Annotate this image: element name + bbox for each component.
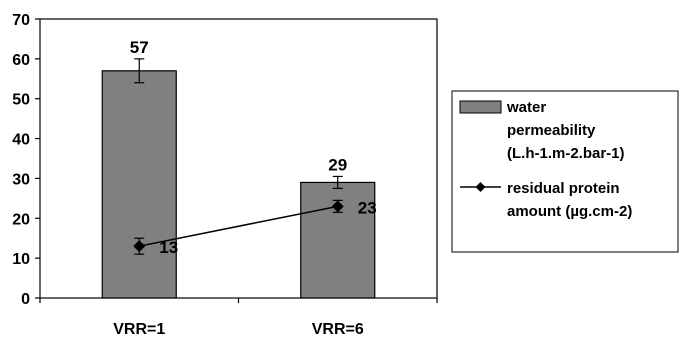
y-tick-label: 0 [21,291,30,308]
line-data-label: 13 [159,238,178,257]
axes: 0 10 20 30 40 50 60 70 VRR=1 VRR=6 [12,12,438,337]
legend-swatch-water-permeability [459,100,502,114]
bar-data-label: 57 [130,38,149,57]
labels: 57 29 13 23 [130,38,377,257]
legend-label-water-line3: (L.h-1.m-2.bar-1) [507,145,625,162]
y-tick-label: 50 [12,92,30,109]
bar-data-label: 29 [328,155,347,174]
bars [101,58,376,299]
plot-area-border [39,18,438,299]
y-tick-label: 20 [12,211,30,228]
legend-label-protein-line1: residual protein [507,180,620,197]
legend-label-water-line1: water [506,99,546,116]
bar [101,70,177,299]
y-tick-label: 10 [12,251,30,268]
legend-box [451,90,679,253]
y-tick-label: 40 [12,132,30,149]
y-tick-label: 30 [12,171,30,188]
legend-marker-residual-protein [475,182,486,192]
x-category-label: VRR=6 [312,321,364,337]
y-tick-label: 70 [12,12,30,29]
legend-label-protein-line2: amount (µg.cm-2) [507,203,632,220]
line-series [133,199,344,255]
line-data-label: 23 [358,198,377,217]
legend: water permeability (L.h-1.m-2.bar-1) res… [451,90,679,253]
y-tick-label: 60 [12,52,30,69]
line-series-path [139,205,338,247]
line-point-marker [133,240,146,253]
x-category-label: VRR=1 [113,321,165,337]
line-point-marker [331,200,344,213]
legend-label-water-line2: permeability [507,122,596,139]
